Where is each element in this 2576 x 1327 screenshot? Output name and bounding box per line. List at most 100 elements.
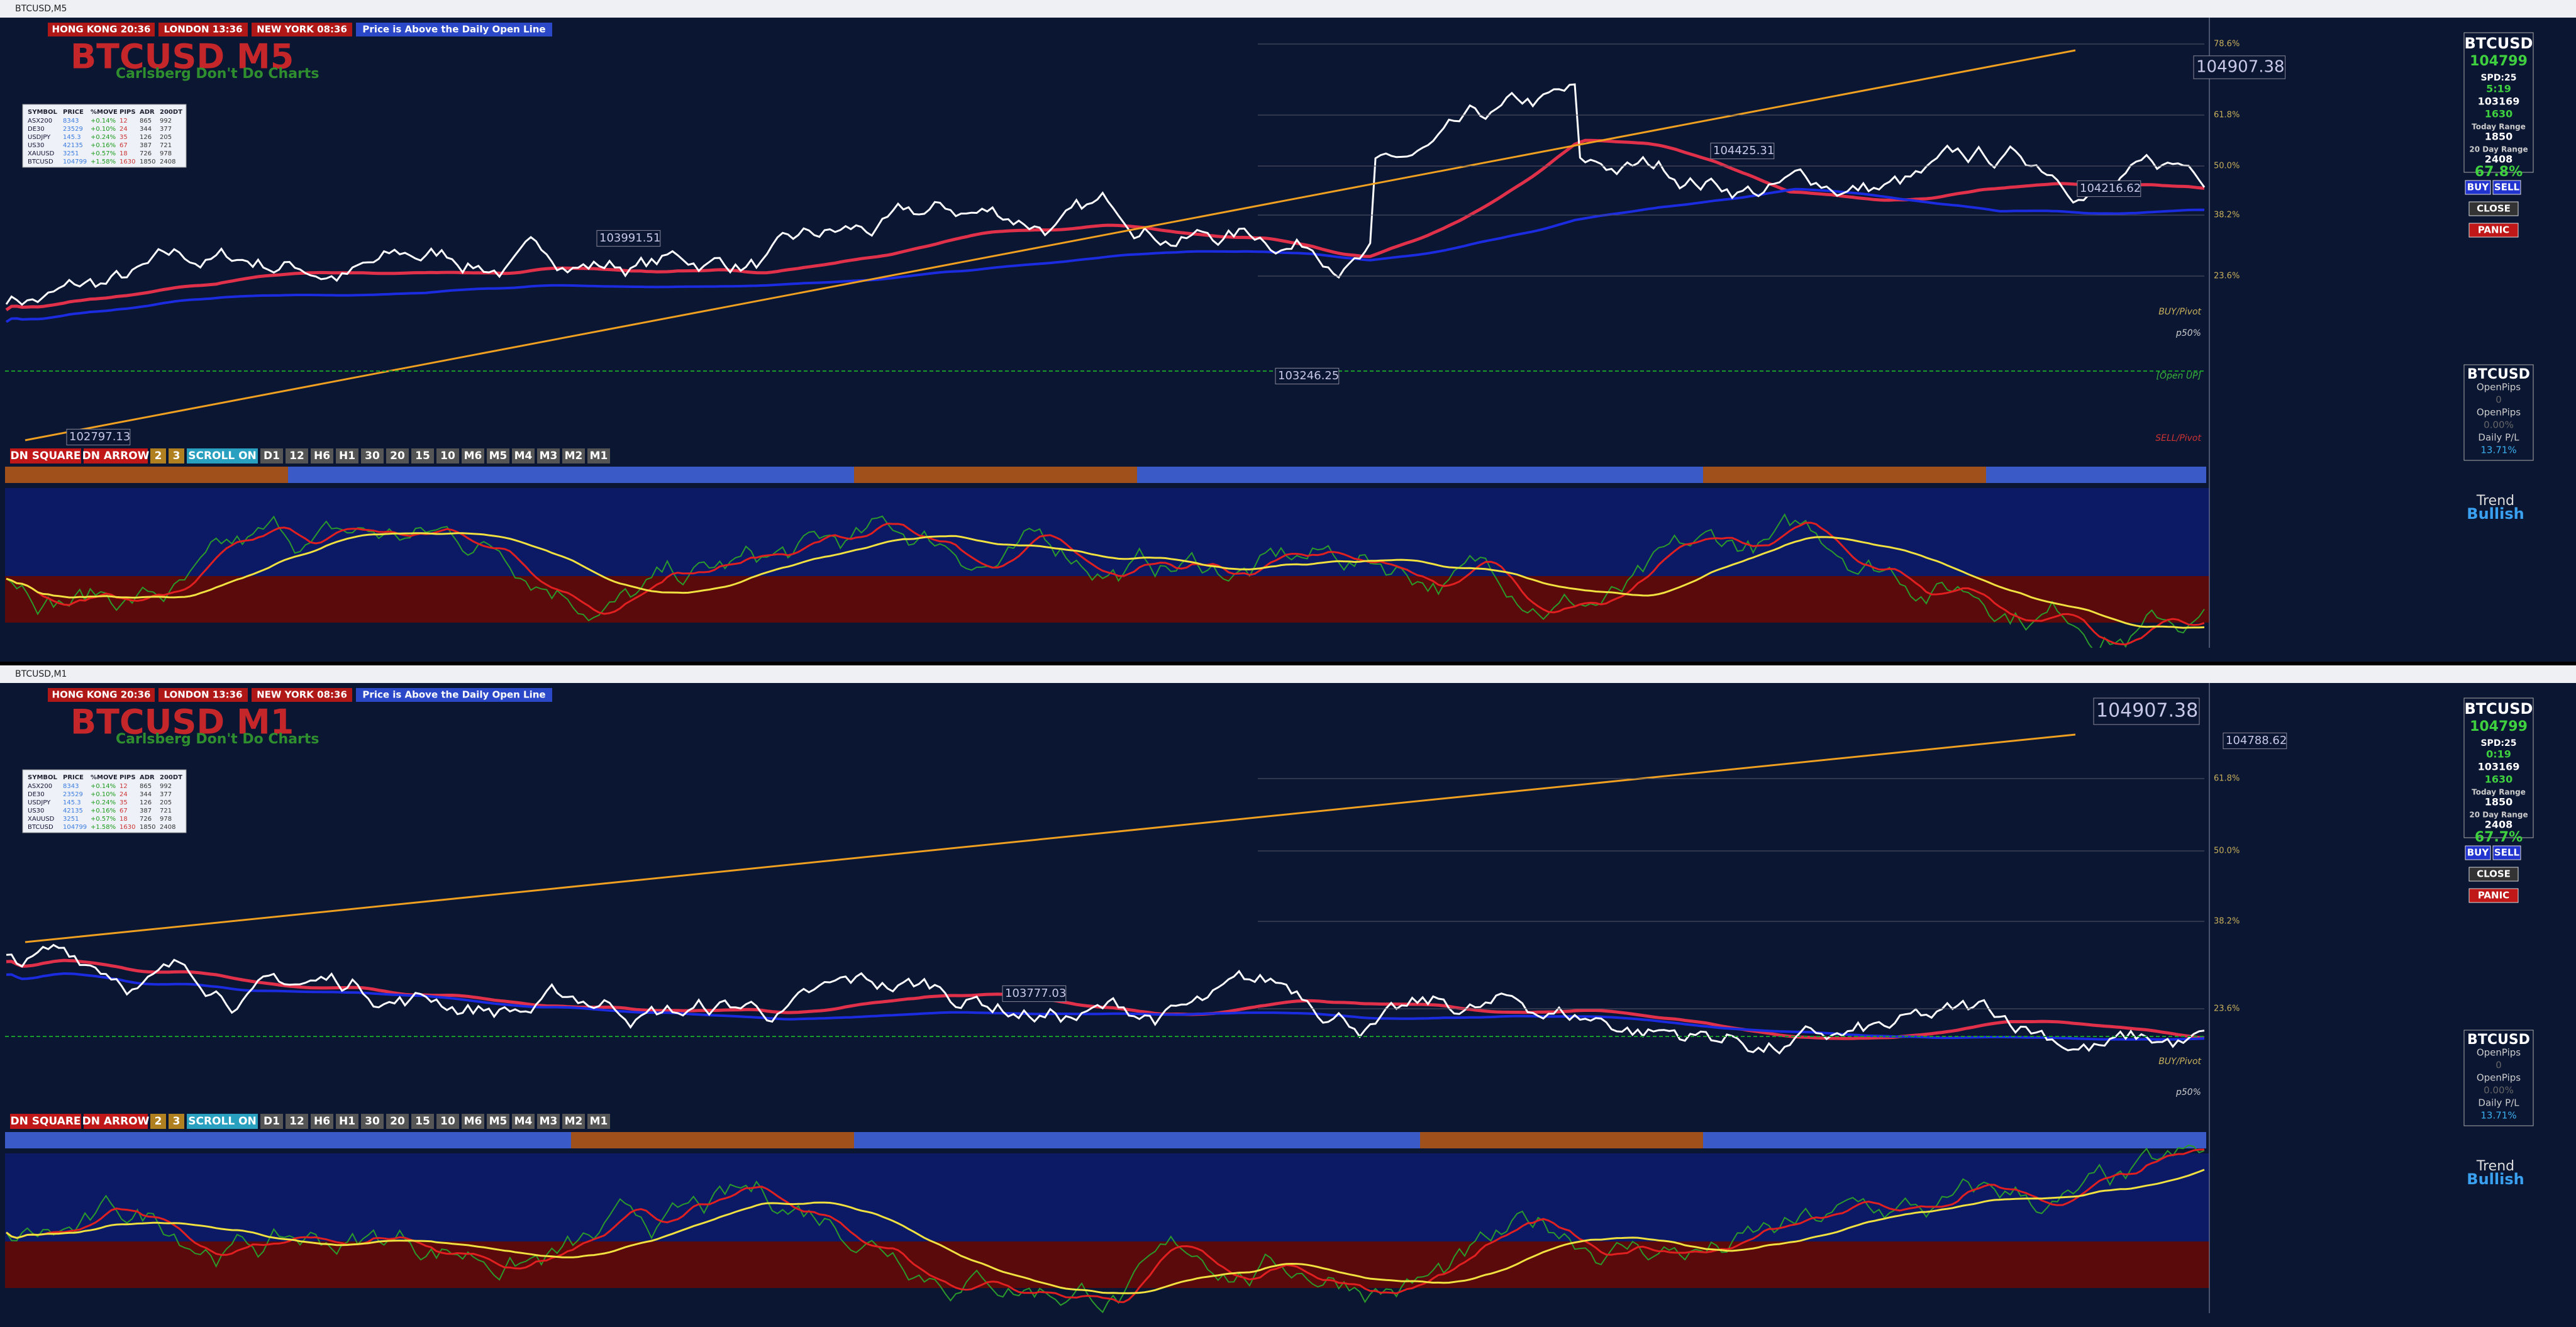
toolbar-button[interactable]: M3 [540, 450, 558, 462]
toolbar-button-bg[interactable] [84, 448, 148, 464]
toolbar-button[interactable]: 20 [390, 450, 405, 462]
strip-cell [131, 1132, 162, 1148]
button[interactable]: SELL [2494, 182, 2520, 193]
toolbar-button[interactable]: M6 [464, 450, 482, 462]
toolbar-button[interactable]: D1 [264, 1115, 280, 1128]
toolbar-button-bg[interactable] [512, 448, 535, 464]
button-bg[interactable] [2465, 180, 2491, 195]
toolbar-button[interactable]: M2 [565, 450, 583, 462]
toolbar-button-bg[interactable] [436, 1114, 459, 1129]
toolbar-button[interactable]: 15 [415, 1115, 430, 1128]
strip-cell [1923, 467, 1955, 483]
toolbar-button[interactable]: 30 [365, 450, 380, 462]
button[interactable]: PANIC [2478, 225, 2509, 236]
toolbar-button-bg[interactable] [411, 1114, 434, 1129]
toolbar-button[interactable]: H1 [339, 1115, 355, 1128]
toolbar-button[interactable]: D1 [264, 450, 280, 462]
toolbar-button[interactable]: 3 [173, 450, 180, 462]
pivot-label: [Open UP] [2157, 371, 2201, 381]
toolbar-button-bg[interactable] [537, 448, 560, 464]
toolbar-button-bg[interactable] [260, 448, 283, 464]
toolbar-button-bg[interactable] [260, 1114, 283, 1129]
toolbar-button-bg[interactable] [386, 1114, 409, 1129]
toolbar-button-bg[interactable] [487, 1114, 509, 1129]
toolbar-button-bg[interactable] [10, 1114, 81, 1129]
toolbar-button[interactable]: SCROLL ON [188, 450, 257, 462]
strip-cell [2143, 467, 2175, 483]
toolbar-button-bg[interactable] [562, 448, 585, 464]
toolbar-button-bg[interactable] [311, 1114, 333, 1129]
toolbar-button[interactable]: 30 [365, 1115, 380, 1128]
toolbar-button[interactable]: M6 [464, 1115, 482, 1128]
toolbar-button[interactable]: H6 [314, 1115, 330, 1128]
toolbar-button-bg[interactable] [336, 448, 358, 464]
button[interactable]: PANIC [2478, 890, 2509, 901]
toolbar-button[interactable]: H6 [314, 450, 330, 462]
toolbar-button-bg[interactable] [187, 448, 258, 464]
toolbar-button[interactable]: 2 [155, 450, 162, 462]
toolbar-button-bg[interactable] [311, 448, 333, 464]
toolbar-button-bg[interactable] [487, 448, 509, 464]
strip-cell [1483, 467, 1514, 483]
toolbar-button-bg[interactable] [336, 1114, 358, 1129]
toolbar-button[interactable]: M4 [514, 1115, 533, 1128]
button[interactable]: BUY [2467, 847, 2490, 858]
button-bg[interactable] [2468, 888, 2519, 903]
toolbar-button[interactable]: DN SQUARE [10, 1115, 80, 1128]
button[interactable]: CLOSE [2477, 869, 2511, 880]
toolbar-button[interactable]: 10 [440, 1115, 455, 1128]
toolbar-button-bg[interactable] [587, 1114, 610, 1129]
strip-cell [2018, 1132, 2049, 1148]
toolbar-button-bg[interactable] [361, 1114, 384, 1129]
toolbar-button-bg[interactable] [169, 448, 184, 464]
toolbar-button[interactable]: 3 [173, 1115, 180, 1128]
toolbar-button-bg[interactable] [84, 1114, 148, 1129]
toolbar-button-bg[interactable] [411, 448, 434, 464]
toolbar-button[interactable]: SCROLL ON [188, 1115, 257, 1128]
toolbar-button-bg[interactable] [537, 1114, 560, 1129]
toolbar-button-bg[interactable] [286, 1114, 308, 1129]
toolbar-button[interactable]: 12 [289, 450, 304, 462]
button-bg[interactable] [2492, 845, 2521, 860]
toolbar-button-bg[interactable] [462, 1114, 484, 1129]
toolbar-button-bg[interactable] [10, 448, 81, 464]
toolbar-button[interactable]: 15 [415, 450, 430, 462]
toolbar-button[interactable]: DN SQUARE [10, 450, 80, 462]
toolbar-button-bg[interactable] [169, 1114, 184, 1129]
toolbar-button[interactable]: 2 [155, 1115, 162, 1128]
toolbar-button[interactable]: DN ARROW [82, 1115, 150, 1128]
toolbar-button-bg[interactable] [361, 448, 384, 464]
toolbar-button-bg[interactable] [512, 1114, 535, 1129]
button-bg[interactable] [2468, 201, 2519, 216]
toolbar-button-bg[interactable] [436, 448, 459, 464]
toolbar-button[interactable]: DN ARROW [82, 450, 150, 462]
toolbar-button[interactable]: 12 [289, 1115, 304, 1128]
toolbar-button-bg[interactable] [187, 1114, 258, 1129]
toolbar-button[interactable]: M4 [514, 450, 533, 462]
button-bg[interactable] [2468, 867, 2519, 882]
toolbar-button-bg[interactable] [462, 448, 484, 464]
table-cell: 8343 [63, 118, 79, 125]
toolbar-button-bg[interactable] [286, 448, 308, 464]
toolbar-button[interactable]: M5 [489, 1115, 508, 1128]
toolbar-button[interactable]: M1 [590, 1115, 608, 1128]
toolbar-button[interactable]: M5 [489, 450, 508, 462]
strip-cell [1326, 467, 1357, 483]
button[interactable]: CLOSE [2477, 203, 2511, 214]
button[interactable]: SELL [2494, 847, 2520, 858]
toolbar-button[interactable]: M2 [565, 1115, 583, 1128]
button-bg[interactable] [2492, 180, 2521, 195]
toolbar-button[interactable]: 20 [390, 1115, 405, 1128]
toolbar-button-bg[interactable] [587, 448, 610, 464]
toolbar-button-bg[interactable] [150, 448, 166, 464]
toolbar-button-bg[interactable] [562, 1114, 585, 1129]
button-bg[interactable] [2465, 845, 2491, 860]
toolbar-button[interactable]: M3 [540, 1115, 558, 1128]
toolbar-button[interactable]: H1 [339, 450, 355, 462]
toolbar-button-bg[interactable] [386, 448, 409, 464]
button-bg[interactable] [2468, 223, 2519, 238]
button[interactable]: BUY [2467, 182, 2490, 193]
toolbar-button[interactable]: M1 [590, 450, 608, 462]
toolbar-button-bg[interactable] [150, 1114, 166, 1129]
toolbar-button[interactable]: 10 [440, 450, 455, 462]
